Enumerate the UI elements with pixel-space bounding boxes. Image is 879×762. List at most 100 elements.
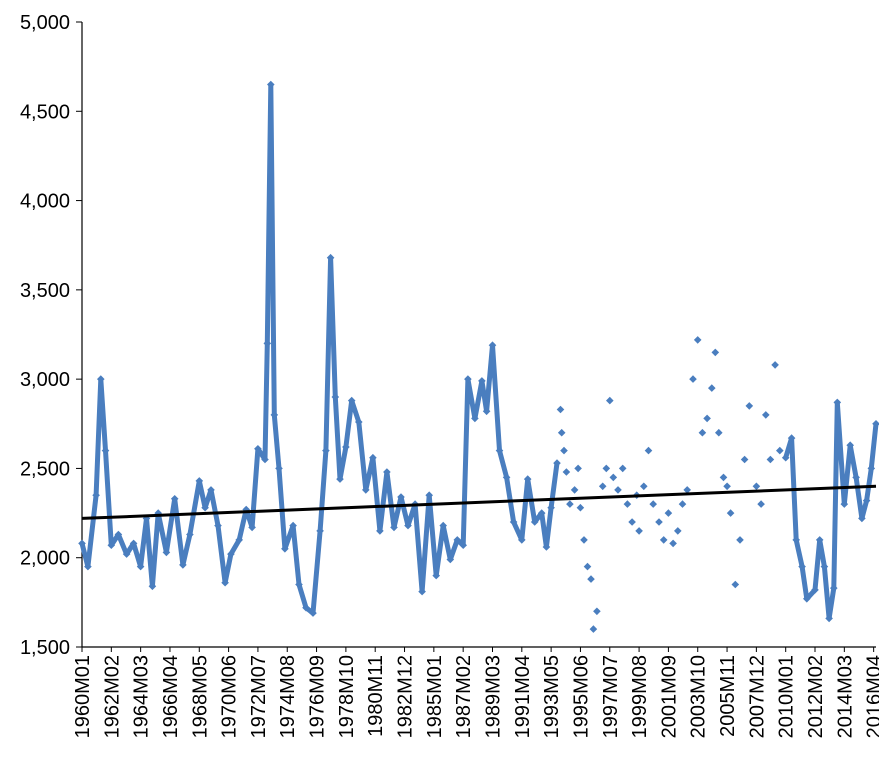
- data-point: [674, 527, 682, 535]
- data-point: [635, 527, 643, 535]
- data-point: [740, 455, 749, 464]
- data-point: [482, 407, 491, 416]
- data-point: [726, 509, 735, 517]
- trendline: [81, 484, 877, 520]
- data-point: [862, 496, 871, 505]
- data-point: [523, 475, 532, 483]
- data-point: [432, 571, 440, 580]
- data-point: [583, 562, 592, 571]
- data-point: [867, 464, 876, 473]
- data-point: [439, 521, 447, 530]
- data-point: [179, 561, 187, 569]
- y-tick-label: 2,500: [20, 458, 70, 480]
- data-point: [92, 491, 100, 499]
- data-point: [275, 464, 283, 473]
- x-tick-label: 1960M01: [72, 655, 94, 738]
- data-point: [771, 361, 779, 369]
- data-point: [593, 607, 601, 616]
- x-tick-label: 1995M06: [570, 655, 592, 738]
- data-point: [242, 505, 250, 514]
- data-point: [683, 486, 691, 494]
- data-point: [453, 536, 462, 544]
- data-point: [833, 398, 842, 407]
- data-point: [542, 543, 551, 551]
- data-point: [723, 482, 731, 491]
- data-point: [698, 428, 707, 437]
- data-point: [693, 336, 702, 344]
- data-point: [752, 482, 761, 491]
- data-point: [289, 521, 297, 530]
- data-point: [560, 446, 568, 455]
- data-point: [518, 536, 526, 544]
- data-point: [719, 473, 728, 482]
- data-point: [825, 614, 833, 623]
- data-point: [649, 500, 657, 508]
- data-point: [678, 500, 687, 508]
- data-point: [811, 586, 819, 594]
- data-point: [852, 473, 860, 482]
- data-point: [362, 486, 370, 494]
- data-point: [326, 253, 335, 262]
- data-point: [281, 545, 289, 553]
- data-point: [731, 580, 740, 589]
- data-point: [589, 625, 598, 633]
- data-point: [557, 428, 566, 437]
- x-tick-label: 2014M03: [834, 655, 856, 738]
- data-point: [322, 446, 330, 455]
- data-point: [502, 473, 511, 482]
- data-point: [803, 595, 811, 603]
- x-tick-label: 1999M08: [629, 655, 651, 738]
- data-point: [846, 441, 854, 449]
- data-point: [263, 339, 272, 348]
- data-point: [574, 464, 582, 473]
- data-point: [84, 562, 92, 571]
- x-tick-label: 1978M10: [336, 655, 358, 738]
- data-point: [623, 500, 632, 508]
- y-tick-label: 1,500: [20, 637, 70, 659]
- data-point: [478, 377, 486, 385]
- data-point: [267, 80, 275, 89]
- y-tick-label: 5,000: [20, 12, 70, 34]
- data-point: [618, 464, 627, 473]
- data-point: [195, 477, 204, 485]
- data-point: [664, 509, 673, 517]
- data-point: [107, 541, 116, 549]
- data-point: [757, 500, 765, 508]
- data-point: [418, 587, 426, 596]
- data-point: [587, 575, 595, 583]
- x-tick-label: 1989M03: [482, 655, 504, 738]
- data-point: [122, 550, 131, 558]
- data-point: [471, 414, 479, 423]
- x-tick-label: 1991M04: [512, 655, 534, 738]
- data-point: [580, 536, 588, 544]
- data-point: [745, 402, 754, 410]
- x-tick-label: 1993M05: [541, 655, 563, 738]
- data-point: [78, 539, 86, 548]
- data-point: [342, 443, 350, 451]
- trendline-layer: [81, 484, 877, 520]
- data-point: [689, 375, 697, 383]
- data-point: [840, 500, 849, 508]
- data-point: [715, 428, 723, 437]
- x-tick-label: 1974M08: [277, 655, 299, 738]
- data-point: [708, 384, 716, 392]
- data-point: [562, 468, 571, 476]
- x-tick-label: 1962M02: [101, 655, 123, 738]
- x-tick-label: 1970M06: [219, 655, 241, 738]
- data-point: [703, 414, 711, 423]
- data-point: [464, 375, 472, 383]
- data-point: [609, 473, 618, 482]
- data-point: [154, 509, 162, 517]
- data-point: [776, 446, 784, 455]
- data-point: [598, 482, 607, 491]
- data-point: [162, 548, 171, 557]
- data-point: [101, 446, 110, 455]
- data-point: [186, 530, 194, 539]
- data-point: [830, 584, 838, 592]
- data-point: [425, 491, 433, 499]
- x-tick-label: 1982M12: [395, 655, 417, 738]
- data-point: [762, 411, 770, 419]
- data-point: [644, 446, 653, 455]
